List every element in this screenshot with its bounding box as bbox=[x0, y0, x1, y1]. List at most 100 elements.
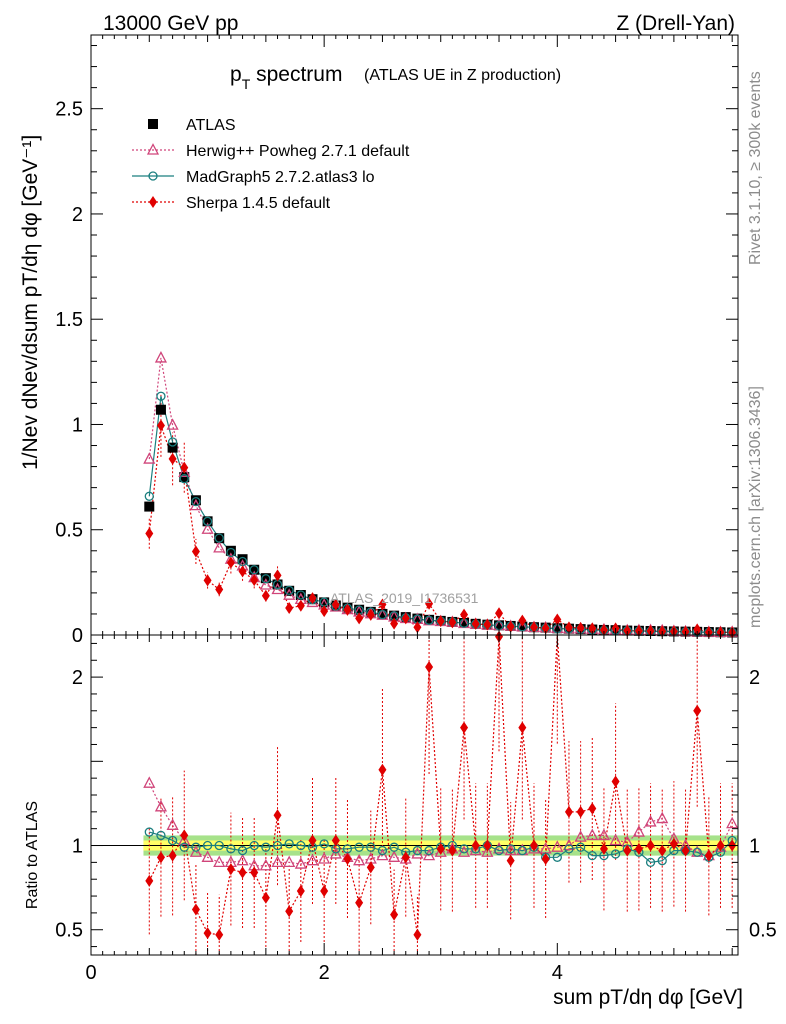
data-point-madgraph bbox=[156, 391, 166, 401]
ratio-tick-label-right: 1 bbox=[749, 836, 760, 858]
data-point-madgraph bbox=[167, 437, 178, 447]
x-axis-label: sum pT/dη dφ [GeV] bbox=[553, 986, 743, 1009]
ratio-point-sherpa bbox=[203, 927, 212, 940]
ratio-point-sherpa bbox=[669, 837, 678, 850]
ratio-point-sherpa bbox=[693, 704, 702, 717]
ratio-point-sherpa bbox=[611, 775, 620, 788]
plot-title: pT spectrum bbox=[230, 63, 342, 92]
data-point-sherpa bbox=[529, 621, 538, 634]
ratio-point-herwig bbox=[492, 841, 506, 854]
data-point-sherpa bbox=[296, 599, 305, 612]
ratio-point-madgraph bbox=[389, 842, 399, 852]
data-point-herwig bbox=[271, 582, 284, 595]
ratio-point-sherpa bbox=[576, 805, 585, 818]
ratio-point-madgraph bbox=[354, 842, 364, 852]
data-point-sherpa bbox=[343, 603, 352, 616]
data-point-herwig bbox=[166, 418, 179, 430]
ratio-point-sherpa bbox=[145, 874, 154, 887]
ratio-point-madgraph bbox=[319, 839, 329, 849]
ratio-point-sherpa bbox=[471, 839, 480, 852]
ratio-point-herwig bbox=[143, 776, 156, 788]
ratio-point-herwig bbox=[481, 845, 494, 857]
ratio-point-madgraph bbox=[237, 845, 248, 856]
ratio-point-madgraph bbox=[564, 844, 574, 854]
data-point-herwig bbox=[154, 351, 168, 363]
ratio-point-madgraph bbox=[517, 845, 527, 856]
data-point-sherpa bbox=[413, 621, 422, 634]
ratio-point-madgraph bbox=[575, 842, 586, 852]
data-point-sherpa bbox=[483, 618, 492, 631]
data-point-sherpa bbox=[576, 621, 585, 634]
data-point-sherpa bbox=[495, 607, 504, 620]
ratio-point-madgraph bbox=[261, 842, 271, 852]
legend-marker-madgraph bbox=[148, 171, 158, 181]
ratio-point-madgraph bbox=[214, 840, 224, 851]
data-point-herwig bbox=[283, 588, 296, 600]
data-point-sherpa bbox=[599, 624, 608, 637]
header-collision-label: 13000 GeV pp bbox=[103, 12, 238, 35]
x-tick-label: 4 bbox=[552, 962, 563, 984]
data-point-sherpa bbox=[308, 592, 317, 605]
ratio-point-herwig bbox=[259, 858, 272, 871]
ratio-point-herwig bbox=[469, 843, 482, 856]
ratio-point-madgraph bbox=[202, 840, 213, 851]
data-point-sherpa bbox=[191, 545, 200, 558]
data-point-herwig bbox=[259, 578, 272, 590]
ratio-point-herwig bbox=[656, 811, 669, 824]
data-point-atlas bbox=[494, 620, 505, 631]
ratio-point-herwig bbox=[597, 828, 611, 841]
data-point-sherpa bbox=[250, 574, 259, 587]
data-point-sherpa bbox=[390, 617, 399, 630]
data-point-sherpa bbox=[261, 589, 270, 602]
ratio-point-madgraph bbox=[645, 857, 656, 868]
ratio-point-herwig bbox=[586, 828, 599, 841]
data-point-sherpa bbox=[436, 615, 445, 628]
legend-marker-sherpa bbox=[149, 196, 157, 208]
ratio-point-sherpa bbox=[716, 839, 725, 852]
data-point-sherpa bbox=[366, 608, 375, 621]
ratio-point-sherpa bbox=[250, 866, 259, 879]
ratio-point-sherpa bbox=[529, 839, 538, 852]
data-point-sherpa bbox=[215, 583, 224, 596]
ratio-point-herwig bbox=[562, 838, 576, 851]
ratio-point-madgraph bbox=[424, 845, 434, 856]
data-point-sherpa bbox=[238, 565, 247, 578]
data-point-herwig bbox=[143, 452, 156, 464]
ratio-point-herwig bbox=[283, 855, 296, 868]
data-point-madgraph bbox=[377, 609, 388, 620]
y-tick-label: 1.5 bbox=[55, 309, 83, 331]
ratio-point-herwig bbox=[574, 830, 587, 842]
ratio-point-sherpa bbox=[320, 885, 329, 897]
ratio-point-madgraph bbox=[692, 847, 702, 857]
legend-label: Herwig++ Powheg 2.7.1 default bbox=[186, 143, 410, 160]
ratio-point-sherpa bbox=[401, 851, 410, 864]
legend-label: ATLAS bbox=[186, 117, 236, 134]
y-tick-label: 0.5 bbox=[55, 520, 83, 542]
data-point-sherpa bbox=[203, 574, 212, 587]
ratio-point-sherpa bbox=[390, 908, 399, 921]
ratio-point-madgraph bbox=[272, 840, 283, 851]
plot-title-sub: T bbox=[242, 76, 251, 92]
ratio-point-herwig bbox=[527, 841, 541, 854]
ratio-point-madgraph bbox=[191, 842, 201, 852]
data-point-sherpa bbox=[460, 608, 469, 621]
data-point-sherpa bbox=[541, 622, 550, 635]
ratio-point-sherpa bbox=[168, 849, 177, 862]
ratio-point-sherpa bbox=[588, 802, 597, 815]
ratio-point-madgraph bbox=[342, 844, 353, 854]
ratio-point-herwig bbox=[294, 857, 307, 869]
ratio-point-herwig bbox=[329, 847, 342, 859]
ratio-point-sherpa bbox=[285, 905, 294, 918]
x-tick-label: 2 bbox=[319, 962, 330, 984]
ratio-point-herwig bbox=[609, 833, 622, 846]
data-point-madgraph bbox=[261, 574, 271, 584]
plot-title-note: (ATLAS UE in Z production) bbox=[364, 67, 561, 84]
ratio-point-herwig bbox=[189, 845, 202, 857]
ratio-point-herwig bbox=[353, 853, 366, 866]
ratio-point-madgraph bbox=[459, 844, 469, 854]
ratio-point-sherpa bbox=[623, 844, 632, 857]
data-point-sherpa bbox=[226, 556, 235, 569]
x-tick-label: 0 bbox=[85, 962, 96, 984]
ratio-point-madgraph bbox=[167, 835, 178, 846]
